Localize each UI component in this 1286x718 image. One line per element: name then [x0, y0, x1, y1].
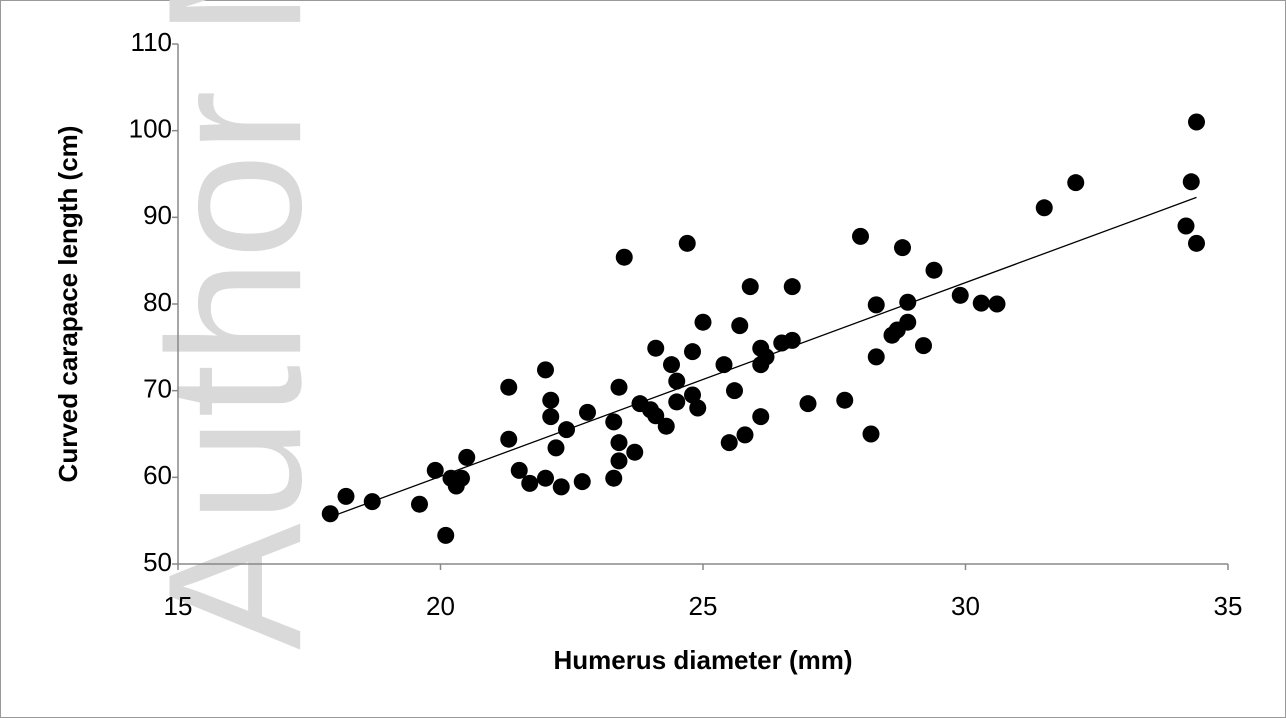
point [867, 348, 885, 366]
point [605, 413, 623, 431]
y-tick-label: 60 [143, 460, 172, 490]
point [500, 430, 518, 448]
point [510, 461, 528, 479]
point [337, 487, 355, 505]
point [663, 356, 680, 374]
point [542, 391, 560, 409]
point [558, 421, 575, 439]
point [1188, 234, 1205, 252]
point [1188, 113, 1205, 131]
point [657, 417, 675, 435]
point [626, 443, 644, 461]
x-tick-label: 30 [951, 591, 980, 621]
point [573, 473, 591, 491]
point [741, 278, 759, 296]
point [726, 382, 743, 400]
point [899, 313, 917, 331]
point [1182, 173, 1200, 191]
x-tick-label: 35 [1214, 591, 1243, 621]
point [694, 313, 712, 331]
point [731, 317, 749, 335]
point [426, 461, 444, 479]
point [783, 331, 801, 349]
point [799, 395, 817, 413]
point [684, 386, 701, 404]
point [668, 393, 686, 411]
point [605, 469, 623, 487]
watermark: Author Manuscript [129, 0, 341, 650]
point [736, 426, 754, 444]
point [1067, 174, 1085, 192]
point [500, 378, 518, 396]
point [678, 234, 696, 252]
y-tick-label: 80 [143, 287, 172, 317]
y-tick-label: 110 [131, 27, 172, 57]
point [783, 278, 801, 296]
point [458, 448, 476, 466]
point [437, 526, 455, 544]
y-axis-title: Curved carapace length (cm) [53, 126, 83, 483]
x-axis-title: Humerus diameter (mm) [553, 645, 852, 675]
point [684, 343, 701, 361]
point [1177, 217, 1195, 235]
y-tick-label: 90 [143, 200, 172, 230]
point [988, 295, 1006, 313]
point [862, 425, 880, 443]
x-tick-label: 25 [689, 591, 718, 621]
y-tick-label: 100 [129, 114, 172, 144]
point [757, 348, 775, 366]
point [537, 469, 554, 487]
x-tick-label: 20 [426, 591, 455, 621]
point [1035, 199, 1053, 217]
point [915, 337, 932, 355]
point [610, 434, 628, 452]
point [668, 372, 686, 390]
point [615, 248, 633, 266]
y-tick-label: 50 [143, 547, 172, 577]
point [972, 294, 990, 312]
point [836, 391, 854, 409]
point [899, 293, 917, 311]
point [537, 361, 554, 379]
point [720, 434, 738, 452]
point [610, 452, 628, 470]
point [752, 408, 770, 426]
point [689, 399, 707, 417]
point [321, 505, 339, 523]
point [542, 408, 560, 426]
point [715, 356, 733, 374]
point [547, 439, 565, 457]
x-tick-label: 15 [164, 591, 193, 621]
point [552, 478, 570, 496]
point [647, 339, 665, 357]
point [610, 378, 628, 396]
point [363, 493, 381, 511]
point [647, 407, 665, 425]
point [521, 474, 539, 492]
point [852, 227, 869, 245]
point [453, 469, 470, 487]
point [411, 495, 428, 513]
point [867, 296, 885, 314]
point [579, 403, 596, 421]
point [951, 286, 969, 304]
point [894, 239, 911, 257]
point [925, 261, 943, 279]
y-tick-label: 70 [143, 374, 172, 404]
